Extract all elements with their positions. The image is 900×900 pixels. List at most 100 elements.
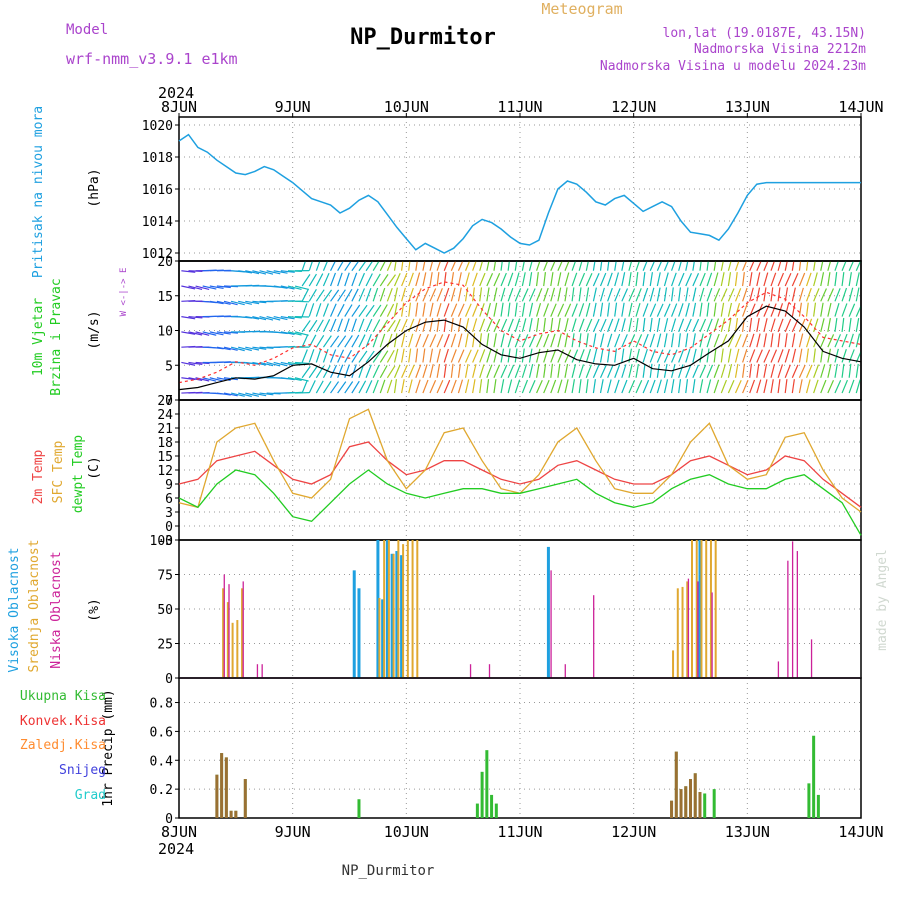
wind-barb <box>379 304 388 317</box>
wind-barb <box>706 261 709 271</box>
cloud-side-label-1: Visoka Oblacnost <box>7 547 22 672</box>
wind-barb <box>408 333 414 348</box>
wind-barb <box>429 318 434 333</box>
wind-barb <box>607 261 610 271</box>
precip-bar-total <box>475 803 479 818</box>
wind-barb <box>834 348 839 363</box>
wind-barb <box>422 364 428 378</box>
precip-bar-conv <box>220 753 224 818</box>
wind-barb <box>777 364 784 378</box>
wind-barb <box>464 272 470 287</box>
wind-barb <box>756 333 761 348</box>
wind-barb <box>635 334 643 348</box>
wind-barb <box>720 348 724 363</box>
wind-barb <box>699 318 707 333</box>
wind-barb <box>834 334 842 348</box>
wind-barb <box>727 363 733 378</box>
wind-barb <box>670 333 675 348</box>
wind-barb <box>813 379 819 394</box>
wind-barb <box>337 381 347 394</box>
wind-barb <box>259 346 274 349</box>
wind-barb <box>777 287 781 302</box>
time-tick-label-bottom: 10JUN <box>384 823 429 841</box>
wind-barb <box>443 363 447 378</box>
wind-barb <box>628 363 633 378</box>
time-tick-label-bottom: 11JUN <box>497 823 542 841</box>
cloud-bar-high <box>381 599 385 678</box>
wind-barb <box>663 318 669 333</box>
wind-barb <box>528 363 534 378</box>
y-tick-label: 1014 <box>142 215 173 230</box>
wind-barb <box>784 379 788 394</box>
wind-barb <box>685 261 689 271</box>
wind-barb <box>557 363 561 378</box>
pressure-side-label: Pritisak na nivou mora <box>31 106 46 278</box>
wind-barb <box>408 364 415 378</box>
wind-barb <box>528 288 536 302</box>
wind-barb <box>287 285 302 290</box>
wind-barb <box>720 364 726 378</box>
cloud-bar-high <box>352 570 356 678</box>
wind-barb <box>308 380 316 394</box>
wind-barb <box>592 348 598 363</box>
wind-barb <box>692 287 697 302</box>
wind-barb <box>330 289 340 302</box>
wind-barb <box>337 261 345 272</box>
wind-barb <box>273 270 288 274</box>
model-label: Model <box>66 22 108 38</box>
wind-barb <box>791 348 797 363</box>
wind-barb <box>408 379 413 394</box>
wind-barb <box>245 392 260 397</box>
wind-barb <box>621 302 625 317</box>
cloud-bar-low <box>564 664 566 678</box>
wind-barb <box>358 288 366 302</box>
wind-barb <box>408 302 412 317</box>
wind-barb <box>358 304 368 317</box>
wind-barb <box>578 303 585 317</box>
wind-barb <box>543 303 550 317</box>
wind-barb <box>493 318 501 333</box>
wind-barb <box>678 333 681 348</box>
time-tick-label-top: 12JUN <box>611 98 656 116</box>
wind-barb <box>301 366 311 379</box>
wind-barb <box>557 261 563 271</box>
wind-barb <box>599 318 607 333</box>
wind-barb <box>188 361 203 366</box>
wind-barb <box>820 318 825 333</box>
wind-barb <box>344 261 352 272</box>
wind-barb <box>230 300 245 306</box>
wind-barb <box>308 261 314 271</box>
wind-barb <box>493 379 497 394</box>
cloud-bar-low <box>256 664 259 678</box>
wind-barb <box>457 261 464 271</box>
wind-barb <box>493 364 501 378</box>
wind-barb <box>528 318 533 333</box>
y-tick-label: 27 <box>157 394 173 409</box>
pressure-unit: (hPa) <box>87 168 102 207</box>
wind-barb <box>344 335 353 348</box>
wind-barb <box>663 272 669 287</box>
wind-barb <box>820 379 827 394</box>
wind-barb <box>670 272 677 287</box>
wind-barb <box>358 380 367 394</box>
wind-barb <box>386 319 396 333</box>
wind-barb <box>493 348 498 363</box>
wind-barb <box>734 288 742 302</box>
wind-barb <box>592 364 600 378</box>
wind-barb <box>784 364 791 378</box>
wind-barb <box>252 270 267 275</box>
wind-barb <box>749 261 755 271</box>
cloud-bar-low <box>796 551 798 678</box>
wind-barb <box>742 348 748 363</box>
wind-barb <box>855 304 861 317</box>
cloud-bar-high <box>376 540 380 678</box>
wind-barb <box>571 261 577 271</box>
wind-barb <box>415 364 422 378</box>
wind-barb <box>372 273 381 287</box>
wind-barb <box>557 287 562 302</box>
legend-hail: Grad <box>75 788 106 803</box>
wind-barb <box>642 333 649 348</box>
wind-barb <box>500 379 505 394</box>
wind-barb <box>287 377 302 382</box>
wind-barb <box>351 304 361 317</box>
